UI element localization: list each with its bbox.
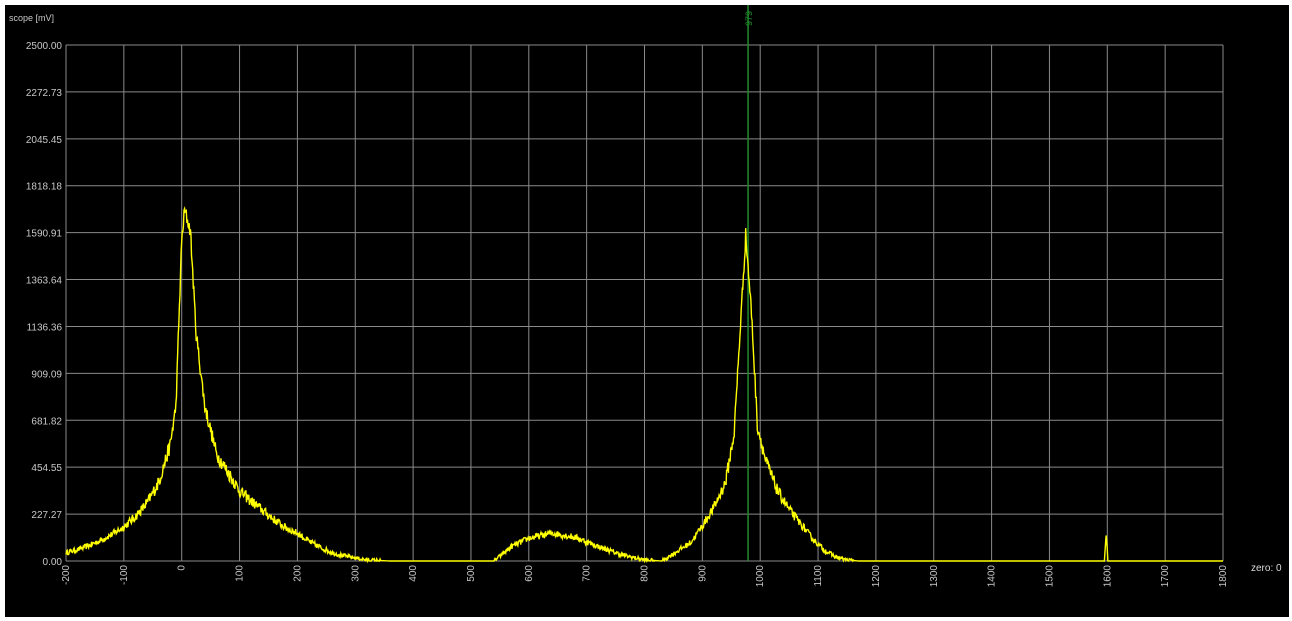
- y-tick-label: 1363.64: [26, 276, 63, 287]
- grid-lines: [65, 44, 1224, 562]
- x-tick-label: 1100: [813, 565, 824, 587]
- y-tick-label: 909.09: [31, 369, 62, 380]
- y-tick-labels: 0.00 227.27 454.55 681.82 909.09 1136.36 1363.…: [26, 41, 63, 568]
- y-tick-label: 2500.00: [26, 41, 63, 52]
- y-tick-label: 681.82: [31, 416, 62, 427]
- x-tick-label: 100: [235, 565, 246, 582]
- x-tick-label: 1300: [929, 565, 940, 588]
- y-tick-label: 1590.91: [26, 229, 63, 240]
- cursor-label: 979: [744, 11, 754, 26]
- x-tick-label: 600: [524, 565, 535, 582]
- y-axis-label: scope [mV]: [9, 13, 54, 23]
- x-tick-label: 1600: [1102, 565, 1113, 588]
- y-tick-label: 0.00: [43, 557, 63, 568]
- series-layer: [65, 205, 1223, 564]
- x-tick-label: 700: [582, 565, 593, 582]
- x-tick-label: 400: [408, 565, 419, 582]
- x-tick-label: 1400: [987, 565, 998, 588]
- y-tick-label: 1818.18: [26, 182, 63, 193]
- x-tick-label: 0: [177, 565, 188, 571]
- x-tick-label: -100: [119, 565, 130, 585]
- y-tick-label: 227.27: [31, 510, 62, 521]
- signal-trace: [65, 205, 1223, 564]
- x-tick-label: 800: [640, 565, 651, 582]
- x-tick-label: 1200: [871, 565, 882, 588]
- scope-chart: 979 0.00 227.27 454.55 681.82 909.09 1136.36 1…: [9, 5, 1282, 588]
- cursor-marker[interactable]: 979: [744, 5, 754, 561]
- y-tick-label: 454.55: [31, 463, 62, 474]
- x-tick-label: 1700: [1160, 565, 1171, 588]
- y-tick-label: 2272.73: [26, 88, 63, 99]
- x-tick-label: 1000: [755, 565, 766, 588]
- y-tick-label: 1136.36: [27, 322, 63, 333]
- x-tick-label: 200: [292, 565, 303, 582]
- x-tick-label: 500: [466, 565, 477, 582]
- x-tick-labels: -200 -100 0 100 200 300 400 500 600 700 800 900 1000…: [61, 565, 1229, 588]
- x-tick-label: 300: [350, 565, 361, 582]
- x-tick-label: -200: [61, 565, 72, 585]
- x-tick-label: 1500: [1044, 565, 1055, 588]
- zero-label: zero: 0: [1251, 563, 1282, 574]
- x-tick-label: 1800: [1218, 565, 1229, 588]
- x-tick-label: 900: [697, 565, 708, 582]
- y-tick-label: 2045.45: [26, 135, 63, 146]
- scope-plot-area: 979 0.00 227.27 454.55 681.82 909.09 1136.36 1…: [5, 5, 1289, 617]
